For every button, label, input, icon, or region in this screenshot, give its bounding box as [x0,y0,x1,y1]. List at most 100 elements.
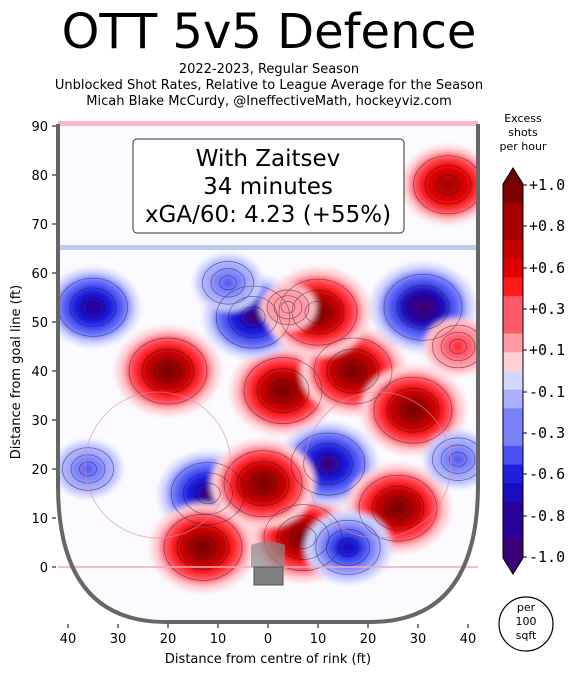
heat-blob [319,457,337,471]
colorbar-top-arrow [503,168,523,184]
contour-line [276,515,330,560]
colorbar-band [503,371,523,391]
contour-line [195,482,221,505]
contour-line [289,526,317,549]
contour-line [256,368,310,413]
contour-line [266,289,310,326]
heat-blob [440,178,456,192]
contour-line [269,379,297,402]
heat-blob [344,363,362,379]
contour-line [189,536,217,559]
rink-boards [56,124,480,624]
heat-blob [389,500,407,516]
contour-line [249,472,277,496]
x-tick-label: 40 [60,632,77,647]
contour-line [273,295,303,320]
heat-blob [244,310,262,324]
y-tick-label: 70 [31,218,48,233]
y-tick-label: 40 [31,365,48,380]
x-axis: 40 30 20 10 0 10 20 30 40 [60,624,477,647]
contour-line [326,348,380,394]
unit-line-2: 100 [516,615,537,628]
contour-line [396,284,450,330]
contour-line [62,447,114,491]
colorbar-tick-label: -0.6 [529,465,565,483]
contour-line [263,504,343,571]
y-axis: 0 10 20 30 40 50 60 70 80 90 [31,120,56,576]
contour-line [183,472,233,515]
colorbar-tick-label: +1.0 [529,176,565,194]
y-tick-label: 30 [31,414,48,429]
colorbar-band [503,202,523,222]
colorbar-band [503,184,523,204]
contour-line [240,306,266,328]
x-tick-label: 20 [360,632,377,647]
contour-line [339,359,367,383]
unit-badge [498,596,554,652]
heat-blob [194,540,212,555]
x-tick-label: 10 [210,632,227,647]
annotation-player: With Zaitsev [196,146,341,172]
colorbar-band [503,221,523,241]
contour-line [386,387,440,433]
y-axis-label: Distance from goal line (ft) [9,285,24,459]
y-tick-label: 90 [31,120,48,135]
contour-line [290,432,366,496]
y-tick-label: 80 [31,169,48,184]
contour-line [170,462,246,525]
colorbar-title-line-2: shots [508,126,538,139]
goal-crease [251,541,285,567]
x-tick-label: 0 [264,632,272,647]
contour-line [436,174,460,195]
colorbar-band [503,464,523,484]
colorbar-title: Excess shots per hour [493,112,553,154]
contour-line [223,450,303,518]
x-axis-label: Distance from centre of rink (ft) [165,652,371,667]
heat-blob [274,383,292,398]
centre-red-line [58,121,478,126]
contour-line [163,514,243,581]
contour-line [440,444,476,474]
x-tick-label: 10 [310,632,327,647]
y-tick-label: 0 [40,561,48,576]
contour-line [154,359,182,383]
heat-blob [85,300,101,314]
x-tick-label: 40 [460,632,477,647]
contour-line [278,278,358,346]
colorbar-band [503,501,523,521]
colorbar-tick-label: -0.8 [529,507,565,525]
colorbar-tick-label: +0.8 [529,217,565,235]
contour-line [176,525,230,570]
contour-line [326,528,370,566]
contour-line [373,376,453,444]
heat-blob [340,541,356,554]
heat-blob [82,464,94,474]
contour-line [336,538,360,557]
left-faceoff-circle [84,391,232,539]
annotation-box [132,138,405,234]
heat-blob [414,299,432,315]
contour-line [383,273,463,341]
heat-blob [452,454,464,464]
contour-line [210,268,246,298]
contour-line [449,451,467,467]
contour-line [228,296,278,339]
heat-blob [159,363,177,379]
contour-line [304,300,332,324]
contour-line [219,275,237,291]
contour-line [315,519,381,575]
annotation-minutes: 34 minutes [203,174,333,200]
contour-line [409,295,437,319]
colorbar-band [503,296,523,316]
unit-line-3: sqft [516,629,537,642]
colorbar-band [503,520,523,540]
contour-line [81,297,105,318]
colorbar-outline [502,167,524,575]
contour-line [313,337,393,405]
y-tick-label: 20 [31,463,48,478]
colorbar-band [503,352,523,372]
colorbar-band [503,333,523,353]
contour-line [449,339,467,354]
contour-line [413,155,478,215]
colorbar-tick-label: +0.1 [529,341,565,359]
